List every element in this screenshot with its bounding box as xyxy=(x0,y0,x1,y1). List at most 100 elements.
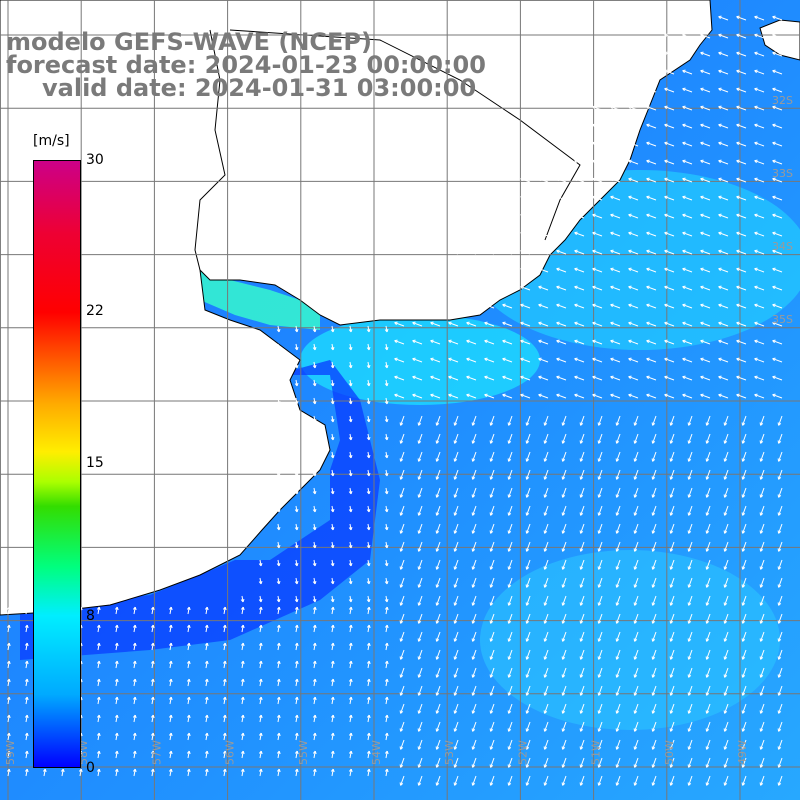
arrow-shaft xyxy=(706,721,711,732)
arrow-shaft xyxy=(580,613,585,624)
wind-arrow xyxy=(312,469,317,477)
arrow-shaft xyxy=(592,268,603,273)
arrow-head xyxy=(186,768,190,772)
arrow-head xyxy=(168,750,172,754)
arrow-shaft xyxy=(736,88,747,93)
arrow-head xyxy=(278,400,281,405)
arrow-head xyxy=(526,531,530,534)
arrow-shaft xyxy=(502,340,513,345)
arrow-head xyxy=(718,16,721,20)
arrow-head xyxy=(544,495,548,498)
arrow-head xyxy=(700,376,703,380)
arrow-head xyxy=(418,513,422,516)
arrow-head xyxy=(634,783,638,786)
lon-label: 50W xyxy=(663,740,676,765)
wind-arrow xyxy=(651,523,657,534)
arrow-shaft xyxy=(760,415,765,426)
arrow-shaft xyxy=(778,595,783,606)
arrow-shaft xyxy=(772,52,783,57)
wind-arrow xyxy=(366,451,371,459)
arrow-shaft xyxy=(562,469,567,480)
arrow-shaft xyxy=(400,415,405,426)
arrow-head xyxy=(222,606,226,610)
wind-arrow xyxy=(682,393,693,399)
wind-arrow xyxy=(525,613,531,624)
wind-arrow xyxy=(687,541,693,552)
wind-arrow xyxy=(471,541,477,552)
arrow-head xyxy=(418,459,422,462)
arrow-head xyxy=(598,549,602,552)
wind-arrow xyxy=(417,523,423,534)
wind-arrow xyxy=(687,559,693,570)
wind-arrow xyxy=(772,375,783,381)
arrow-head xyxy=(688,513,692,516)
arrow-head xyxy=(332,454,335,459)
wind-arrow xyxy=(561,757,567,768)
arrow-head xyxy=(610,304,613,308)
wind-arrow xyxy=(705,415,711,426)
arrow-shaft xyxy=(580,721,585,732)
arrow-head xyxy=(490,513,494,516)
arrow-head xyxy=(386,544,389,549)
wind-arrow xyxy=(489,631,495,642)
arrow-head xyxy=(386,328,389,333)
arrow-head xyxy=(386,472,389,477)
arrow-head xyxy=(394,376,397,380)
wind-arrow xyxy=(204,642,209,651)
arrow-head xyxy=(634,477,638,480)
arrow-shaft xyxy=(97,625,100,633)
wind-arrow xyxy=(772,123,783,129)
arrow-shaft xyxy=(652,721,657,732)
arrow-shaft xyxy=(670,631,675,642)
arrow-head xyxy=(508,423,512,426)
arrow-head xyxy=(688,567,692,570)
arrow-head xyxy=(706,783,710,786)
arrow-head xyxy=(760,621,764,624)
arrow-head xyxy=(598,747,602,750)
arrow-shaft xyxy=(664,34,675,39)
arrow-head xyxy=(706,423,710,426)
arrow-head xyxy=(418,711,422,714)
arrow-head xyxy=(562,459,566,462)
wind-arrow xyxy=(592,357,603,363)
arrow-head xyxy=(348,696,352,700)
wind-arrow xyxy=(741,631,747,642)
arrow-head xyxy=(628,88,631,92)
wind-arrow xyxy=(366,433,371,441)
wind-arrow xyxy=(705,775,711,786)
arrow-shaft xyxy=(556,196,567,201)
wind-arrow xyxy=(168,768,173,777)
wind-arrow xyxy=(448,249,459,255)
arrow-shaft xyxy=(259,715,262,723)
wind-arrow xyxy=(772,231,783,237)
arrow-shaft xyxy=(664,394,675,399)
arrow-shaft xyxy=(556,232,567,237)
wind-arrow xyxy=(718,393,729,399)
wind-arrow xyxy=(579,451,585,462)
arrow-head xyxy=(574,376,577,380)
wind-arrow xyxy=(687,415,693,426)
arrow-head xyxy=(754,214,757,218)
wind-arrow xyxy=(489,739,495,750)
arrow-shaft xyxy=(520,304,531,309)
wind-arrow xyxy=(664,231,675,237)
arrow-shaft xyxy=(598,505,603,516)
arrow-head xyxy=(278,418,281,423)
arrow-shaft xyxy=(472,505,477,516)
arrow-head xyxy=(646,106,649,110)
wind-arrow xyxy=(628,159,639,165)
arrow-head xyxy=(538,340,541,344)
arrow-shaft xyxy=(277,679,280,687)
lon-label: 55W xyxy=(297,740,310,765)
wind-arrow xyxy=(330,714,335,723)
arrow-shaft xyxy=(187,751,190,759)
arrow-shaft xyxy=(736,52,747,57)
arrow-shaft xyxy=(616,559,621,570)
arrow-head xyxy=(278,364,281,369)
arrow-shaft xyxy=(646,340,657,345)
arrow-head xyxy=(664,340,667,344)
arrow-shaft xyxy=(259,733,262,741)
arrow-shaft xyxy=(520,178,531,183)
arrow-shaft xyxy=(700,358,711,363)
wind-arrow xyxy=(700,213,711,219)
